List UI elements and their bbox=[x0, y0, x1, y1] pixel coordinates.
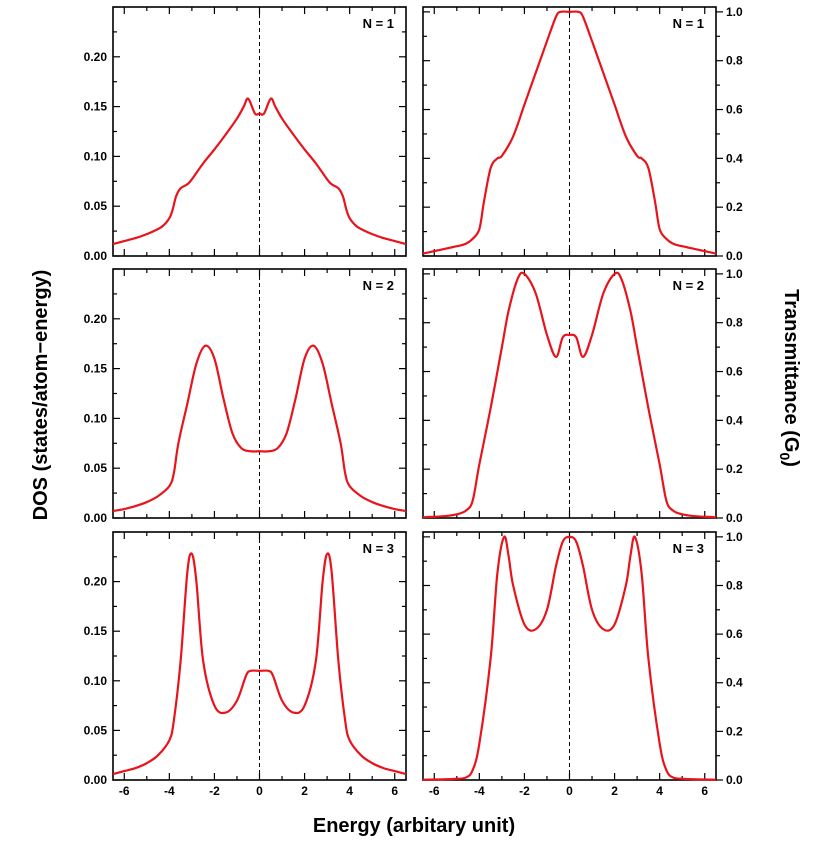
dos-panel-n2: 0.00 0.05 0.10 0.15 0.20 N = 2 bbox=[84, 268, 407, 525]
dos-y-tick-label: 0.00 bbox=[84, 511, 108, 525]
transmittance-y-tick-label: 0.0 bbox=[726, 249, 743, 263]
x-tick-label: -6 bbox=[429, 784, 440, 798]
transmittance-y-tick-label: 0.4 bbox=[726, 151, 743, 165]
dos-panel-n1-label: N = 1 bbox=[363, 16, 394, 31]
transmittance-panel-n2: 0.0 0.2 0.4 0.6 0.8 1.0 N = 2 bbox=[422, 267, 743, 525]
x-tick-label: 0 bbox=[256, 784, 263, 798]
transmittance-panel-n3-curve bbox=[422, 535, 717, 781]
x-tick-label: -4 bbox=[474, 784, 485, 798]
right-y-axis-title-subscript: 0 bbox=[777, 452, 793, 460]
transmittance-y-tick-label: 0.6 bbox=[726, 627, 743, 641]
transmittance-y-tick-label: 0.2 bbox=[726, 724, 743, 738]
transmittance-y-tick-label: 0.4 bbox=[726, 676, 743, 690]
left-y-axis-title: DOS (states/atom−energy) bbox=[30, 270, 52, 521]
transmittance-y-tick-label: 0.8 bbox=[726, 578, 743, 592]
x-axis-title: Energy (arbitary unit) bbox=[313, 815, 515, 837]
dos-panel-n1-curve bbox=[112, 97, 407, 246]
dos-y-tick-label: 0.00 bbox=[84, 249, 108, 263]
transmittance-y-tick-label: 1.0 bbox=[726, 5, 743, 19]
transmittance-panel-n1: 0.0 0.2 0.4 0.6 0.8 1.0 N = 1 bbox=[422, 5, 743, 263]
right-y-axis-title: Transmittance (G0) bbox=[777, 289, 802, 467]
dos-panel-n2-curve bbox=[112, 344, 407, 513]
dos-panel-n3-label: N = 3 bbox=[363, 541, 394, 556]
x-tick-label: 4 bbox=[656, 784, 663, 798]
x-tick-label: 2 bbox=[301, 784, 308, 798]
dos-y-tick-label: 0.10 bbox=[84, 411, 108, 425]
dos-y-tick-label: 0.15 bbox=[84, 362, 108, 376]
transmittance-y-tick-label: 0.4 bbox=[726, 413, 743, 427]
x-tick-label: -6 bbox=[119, 784, 130, 798]
x-tick-label: -2 bbox=[519, 784, 530, 798]
right-y-axis-title-main: Transmittance (G bbox=[780, 289, 802, 452]
dos-y-tick-label: 0.05 bbox=[84, 723, 108, 737]
dos-y-tick-label: 0.10 bbox=[84, 149, 108, 163]
dos-y-tick-label: 0.15 bbox=[84, 624, 108, 638]
transmittance-y-tick-label: 0.2 bbox=[726, 200, 743, 214]
dos-y-tick-label: 0.00 bbox=[84, 773, 108, 787]
x-tick-label: -2 bbox=[209, 784, 220, 798]
transmittance-panel-n1-label: N = 1 bbox=[673, 16, 704, 31]
dos-y-tick-label: 0.05 bbox=[84, 461, 108, 475]
dos-y-tick-label: 0.20 bbox=[84, 312, 108, 326]
dos-y-tick-label: 0.20 bbox=[84, 50, 108, 64]
transmittance-panel-n2-label: N = 2 bbox=[673, 278, 704, 293]
x-tick-label: 6 bbox=[391, 784, 398, 798]
dos-y-tick-label: 0.05 bbox=[84, 199, 108, 213]
transmittance-y-tick-label: 0.2 bbox=[726, 462, 743, 476]
right-y-axis-title-close: ) bbox=[780, 460, 802, 467]
transmittance-panel-n2-curve bbox=[422, 271, 717, 519]
dos-y-tick-label: 0.10 bbox=[84, 674, 108, 688]
x-tick-label: -4 bbox=[164, 784, 175, 798]
transmittance-y-tick-label: 0.6 bbox=[726, 365, 743, 379]
transmittance-y-tick-label: 0.8 bbox=[726, 316, 743, 330]
x-tick-label: 2 bbox=[611, 784, 618, 798]
transmittance-y-tick-label: 0.6 bbox=[726, 103, 743, 117]
panels-layer: 0.000.050.100.150.20N = 10.00.20.40.60.8… bbox=[84, 5, 743, 798]
x-tick-label: 0 bbox=[566, 784, 573, 798]
transmittance-panel-n3-label: N = 3 bbox=[673, 541, 704, 556]
dos-panel-n3-curve bbox=[112, 552, 407, 776]
transmittance-panel-n1-curve bbox=[422, 10, 717, 255]
transmittance-y-tick-label: 0.0 bbox=[726, 773, 743, 787]
x-tick-label: 6 bbox=[701, 784, 708, 798]
dos-panel-n1: 0.00 0.05 0.10 0.15 0.20 N = 1 bbox=[84, 6, 407, 263]
dos-y-tick-label: 0.20 bbox=[84, 575, 108, 589]
transmittance-y-tick-label: 1.0 bbox=[726, 530, 743, 544]
transmittance-y-tick-label: 0.0 bbox=[726, 511, 743, 525]
dos-panel-n2-label: N = 2 bbox=[363, 278, 394, 293]
transmittance-y-tick-label: 1.0 bbox=[726, 267, 743, 281]
transmittance-panel-n3: -6 -4 -2 0 2 4 6 0.0 0.2 0.4 0.6 0.8 1.0 N = 3 bbox=[422, 530, 743, 798]
dos-y-tick-label: 0.15 bbox=[84, 100, 108, 114]
axis-titles: Energy (arbitary unit) DOS (states/atom−… bbox=[30, 270, 802, 837]
x-tick-label: 4 bbox=[346, 784, 353, 798]
transmittance-y-tick-label: 0.8 bbox=[726, 54, 743, 68]
dos-panel-n3: -6 -4 -2 0 2 4 6 0.00 0.05 0.10 0.15 0.20 N = 3 bbox=[84, 531, 407, 798]
